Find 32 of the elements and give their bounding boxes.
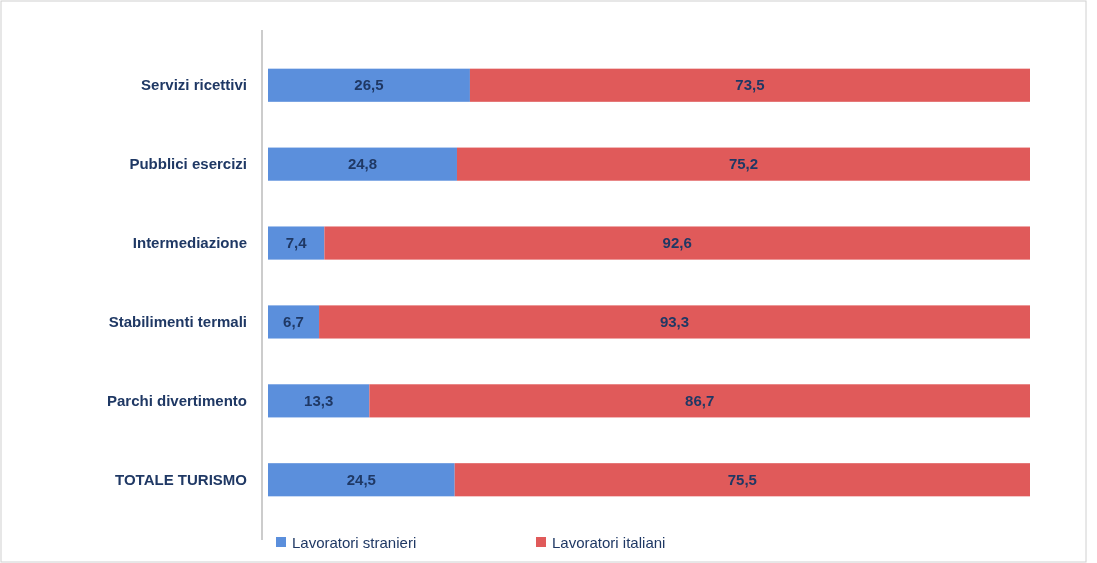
data-label: 7,4 <box>285 234 308 252</box>
bar <box>268 305 320 339</box>
y-tick-label: Parchi divertimento <box>106 392 247 410</box>
data-label: 26,5 <box>354 76 384 94</box>
y-tick-label: Intermediazione <box>132 234 247 252</box>
bar <box>324 226 1030 260</box>
y-tick-label: Servizi ricettivi <box>141 76 247 94</box>
bar <box>454 463 1030 497</box>
data-label: 93,3 <box>659 313 690 331</box>
legend-label: Lavoratori stranieri <box>292 534 417 552</box>
data-label: 24,8 <box>347 155 378 173</box>
data-label: 24,5 <box>346 471 376 489</box>
legend-label: Lavoratori italiani <box>552 534 666 552</box>
bar <box>369 384 1030 418</box>
data-label: 75,2 <box>728 155 759 173</box>
data-label: 92,6 <box>662 234 692 252</box>
y-tick-label: TOTALE TURISMO <box>115 471 248 489</box>
data-label: 75,5 <box>727 471 757 489</box>
data-label: 13,3 <box>304 392 334 410</box>
bar <box>456 147 1030 181</box>
bar <box>319 305 1030 339</box>
bar <box>469 68 1030 102</box>
data-label: 6,7 <box>283 313 304 331</box>
bar <box>268 463 455 497</box>
bar <box>268 147 457 181</box>
bar <box>268 384 370 418</box>
y-tick-label: Pubblici esercizi <box>129 155 247 173</box>
data-label: 86,7 <box>685 392 715 410</box>
bar <box>268 226 325 260</box>
y-tick-label: Stabilimenti termali <box>108 313 247 331</box>
data-label: 73,5 <box>735 76 765 94</box>
bar <box>268 68 470 102</box>
